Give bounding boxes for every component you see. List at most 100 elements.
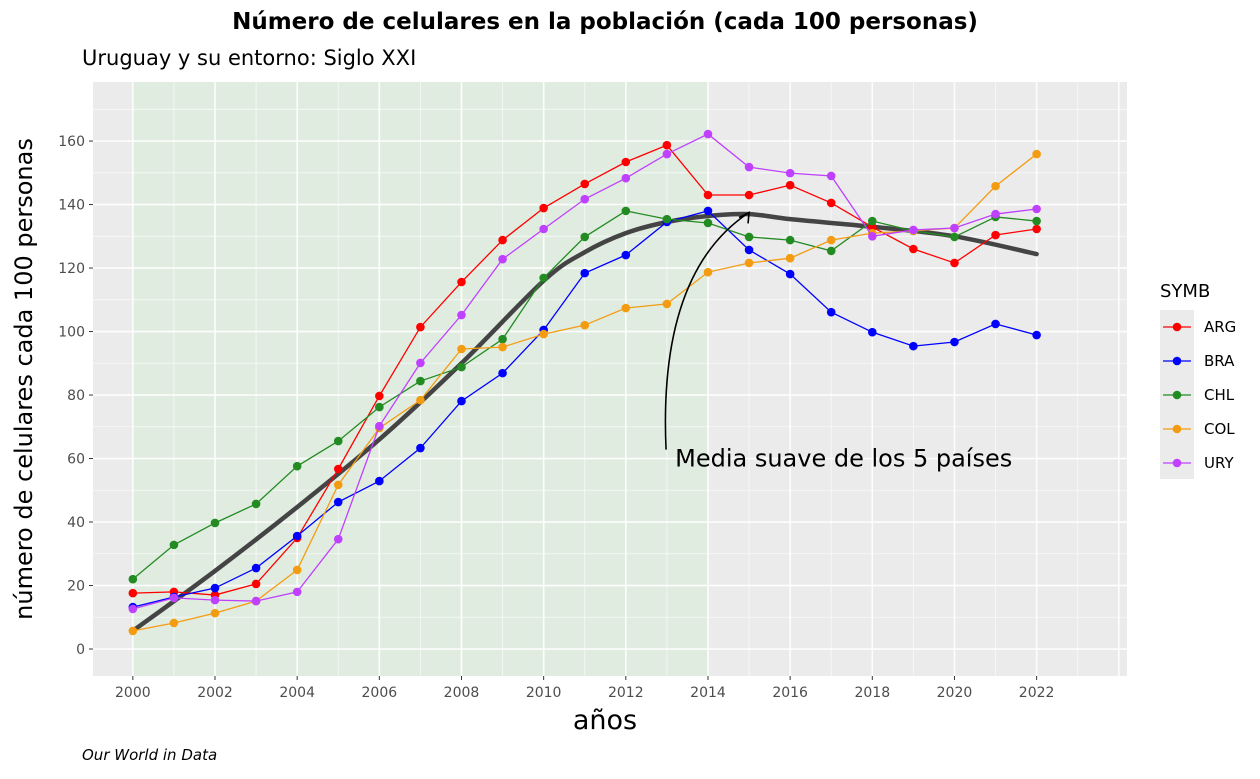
data-point-chl <box>826 246 836 256</box>
data-point-bra <box>909 341 918 351</box>
data-point-arg <box>128 588 138 598</box>
data-point-bra <box>826 307 836 317</box>
x-tick-label: 2020 <box>937 685 973 701</box>
data-point-bra <box>498 368 507 378</box>
data-point-arg <box>416 322 425 332</box>
data-point-col <box>991 181 1000 191</box>
data-point-chl <box>539 273 548 283</box>
data-point-bra <box>744 245 754 255</box>
legend-point-arg <box>1172 322 1182 332</box>
data-point-chl <box>785 235 795 245</box>
data-point-chl <box>292 461 302 471</box>
x-tick-label: 2006 <box>362 685 398 701</box>
data-point-ury <box>169 593 179 603</box>
data-point-ury <box>662 149 672 159</box>
legend-label-bra: BRA <box>1204 352 1235 370</box>
data-point-col <box>662 299 672 309</box>
data-point-col <box>457 344 466 354</box>
x-tick-label: 2012 <box>608 685 644 701</box>
y-tick-label: 140 <box>58 198 85 214</box>
data-point-col <box>621 303 631 313</box>
data-point-arg <box>662 140 672 150</box>
data-point-arg <box>826 198 836 208</box>
x-tick-label: 2018 <box>854 685 890 701</box>
data-point-col <box>703 267 713 277</box>
data-point-chl <box>169 540 179 550</box>
data-point-arg <box>991 230 1000 240</box>
data-point-chl <box>703 218 713 228</box>
data-point-col <box>539 329 548 339</box>
data-point-ury <box>292 587 302 597</box>
data-point-bra <box>457 396 466 406</box>
data-point-ury <box>744 162 754 172</box>
data-point-ury <box>375 421 384 431</box>
data-point-arg <box>950 258 959 268</box>
data-point-chl <box>416 376 425 386</box>
data-point-ury <box>621 173 631 183</box>
data-point-ury <box>826 171 836 181</box>
x-tick-label: 2008 <box>444 685 480 701</box>
data-point-bra <box>868 327 877 337</box>
data-point-ury <box>909 225 918 235</box>
legend-point-ury <box>1172 458 1182 468</box>
data-point-chl <box>128 574 138 584</box>
legend: SYMB ARG BRA CHL COL URY <box>1160 281 1236 479</box>
x-tick-label: 2002 <box>197 685 233 701</box>
x-axis-label: años <box>573 705 637 736</box>
data-point-col <box>128 626 138 636</box>
data-point-bra <box>703 206 713 216</box>
data-point-chl <box>210 518 220 528</box>
data-point-col <box>416 395 425 405</box>
data-point-ury <box>416 358 425 368</box>
data-point-arg <box>375 391 384 401</box>
legend-label-arg: ARG <box>1204 318 1236 336</box>
annotation-text: Media suave de los 5 países <box>675 445 1012 473</box>
chart-title: Número de celulares en la población (cad… <box>232 9 978 35</box>
x-tick-label: 2000 <box>115 685 151 701</box>
data-point-bra <box>251 563 261 573</box>
data-point-col <box>826 235 836 245</box>
x-tick-label: 2004 <box>279 685 315 701</box>
data-point-bra <box>580 268 590 278</box>
data-point-bra <box>991 319 1000 329</box>
data-point-arg <box>703 190 713 200</box>
data-point-bra <box>292 531 302 541</box>
data-point-bra <box>210 583 220 593</box>
data-point-col <box>292 565 302 575</box>
data-point-arg <box>457 277 466 287</box>
data-point-arg <box>744 190 754 200</box>
data-point-bra <box>621 250 631 260</box>
data-point-ury <box>1032 204 1041 214</box>
smooth-mean-line <box>130 211 1039 634</box>
data-point-arg <box>498 235 507 245</box>
data-point-chl <box>744 232 754 242</box>
data-point-col <box>333 480 343 490</box>
y-tick-label: 160 <box>58 134 85 150</box>
data-point-arg <box>333 464 343 474</box>
data-point-col <box>169 618 179 628</box>
data-point-arg <box>785 180 795 190</box>
legend-title: SYMB <box>1160 281 1210 302</box>
data-point-ury <box>991 209 1000 219</box>
legend-label-chl: CHL <box>1204 386 1235 404</box>
y-tick-label: 60 <box>67 452 85 468</box>
data-point-ury <box>868 231 877 241</box>
x-tick-label: 2010 <box>526 685 562 701</box>
data-point-ury <box>251 596 261 606</box>
data-point-col <box>580 320 590 330</box>
y-tick-label: 120 <box>58 261 85 277</box>
data-point-chl <box>457 362 466 372</box>
data-point-ury <box>210 595 220 605</box>
arrowhead-icon <box>738 211 750 224</box>
data-point-chl <box>375 402 384 412</box>
data-point-col <box>1032 149 1041 159</box>
data-point-col <box>498 342 507 352</box>
data-point-chl <box>498 334 507 344</box>
data-point-chl <box>580 232 590 242</box>
data-point-arg <box>1032 224 1041 234</box>
data-point-bra <box>333 497 343 507</box>
data-point-bra <box>1032 330 1041 340</box>
data-point-chl <box>333 436 343 446</box>
data-point-arg <box>251 579 261 589</box>
data-point-bra <box>375 476 384 486</box>
